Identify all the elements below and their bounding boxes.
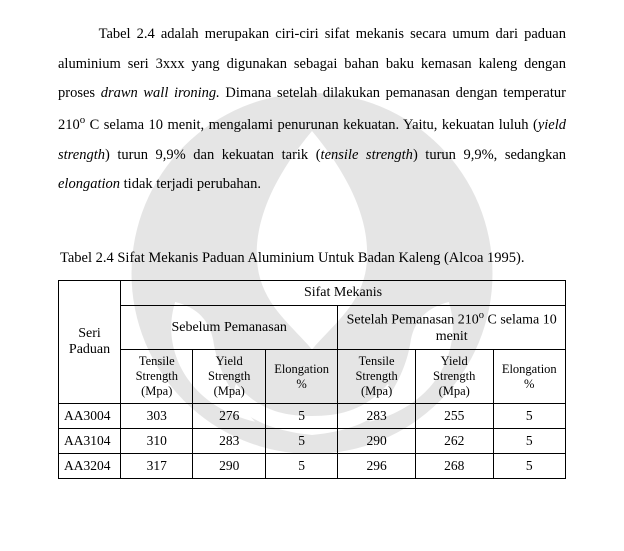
table-header-row: Seri Paduan Sifat Mekanis bbox=[59, 281, 566, 306]
table-row: AA3004 303 276 5 283 255 5 bbox=[59, 404, 566, 429]
cell-value: 290 bbox=[193, 454, 265, 479]
col-header-yield: Yield Strength (Mpa) bbox=[193, 350, 265, 404]
cell-label: AA3004 bbox=[59, 404, 121, 429]
col-header-sebelum: Sebelum Pemanasan bbox=[121, 306, 338, 350]
cell-value: 303 bbox=[121, 404, 193, 429]
text-italic: tensile strength bbox=[321, 147, 413, 163]
cell-value: 5 bbox=[493, 454, 565, 479]
cell-label: AA3104 bbox=[59, 429, 121, 454]
cell-value: 283 bbox=[193, 429, 265, 454]
table-header-row: Sebelum Pemanasan Setelah Pemanasan 210o… bbox=[59, 306, 566, 350]
col-header-yield: Yield Strength (Mpa) bbox=[415, 350, 493, 404]
table-row: AA3204 317 290 5 296 268 5 bbox=[59, 454, 566, 479]
col-header-seri: Seri Paduan bbox=[59, 281, 121, 404]
cell-value: 310 bbox=[121, 429, 193, 454]
col-header-elong: Elongation % bbox=[265, 350, 337, 404]
cell-value: 5 bbox=[265, 429, 337, 454]
cell-value: 290 bbox=[338, 429, 416, 454]
text-fragment: ) turun 9,9% dan kekuatan tarik ( bbox=[105, 147, 321, 163]
text-italic: drawn wall ironing. bbox=[101, 85, 220, 101]
cell-value: 262 bbox=[415, 429, 493, 454]
mechanical-properties-table: Seri Paduan Sifat Mekanis Sebelum Pemana… bbox=[58, 280, 566, 479]
col-header-tensile: Tensile Strength (Mpa) bbox=[338, 350, 416, 404]
cell-value: 5 bbox=[265, 454, 337, 479]
col-header-setelah: Setelah Pemanasan 210o C selama 10 menit bbox=[338, 306, 566, 350]
table-caption: Tabel 2.4 Sifat Mekanis Paduan Aluminium… bbox=[58, 248, 566, 268]
cell-value: 283 bbox=[338, 404, 416, 429]
text-fragment: Setelah Pemanasan 210 bbox=[347, 313, 479, 328]
table-header-row: Tensile Strength (Mpa) Yield Strength (M… bbox=[59, 350, 566, 404]
cell-value: 5 bbox=[493, 429, 565, 454]
cell-value: 276 bbox=[193, 404, 265, 429]
cell-value: 296 bbox=[338, 454, 416, 479]
text-fragment: C selama 10 menit, mengalami penurunan k… bbox=[85, 117, 538, 133]
table-row: AA3104 310 283 5 290 262 5 bbox=[59, 429, 566, 454]
cell-value: 268 bbox=[415, 454, 493, 479]
text-fragment: tidak terjadi perubahan. bbox=[120, 176, 261, 192]
cell-value: 5 bbox=[493, 404, 565, 429]
text-italic: elongation bbox=[58, 176, 120, 192]
cell-value: 317 bbox=[121, 454, 193, 479]
text-fragment: ) turun 9,9%, sedangkan bbox=[413, 147, 566, 163]
col-header-elong: Elongation % bbox=[493, 350, 565, 404]
cell-label: AA3204 bbox=[59, 454, 121, 479]
cell-value: 5 bbox=[265, 404, 337, 429]
col-header-tensile: Tensile Strength (Mpa) bbox=[121, 350, 193, 404]
col-header-sifat: Sifat Mekanis bbox=[121, 281, 566, 306]
body-paragraph: Tabel 2.4 adalah merupakan ciri-ciri sif… bbox=[58, 20, 566, 200]
cell-value: 255 bbox=[415, 404, 493, 429]
